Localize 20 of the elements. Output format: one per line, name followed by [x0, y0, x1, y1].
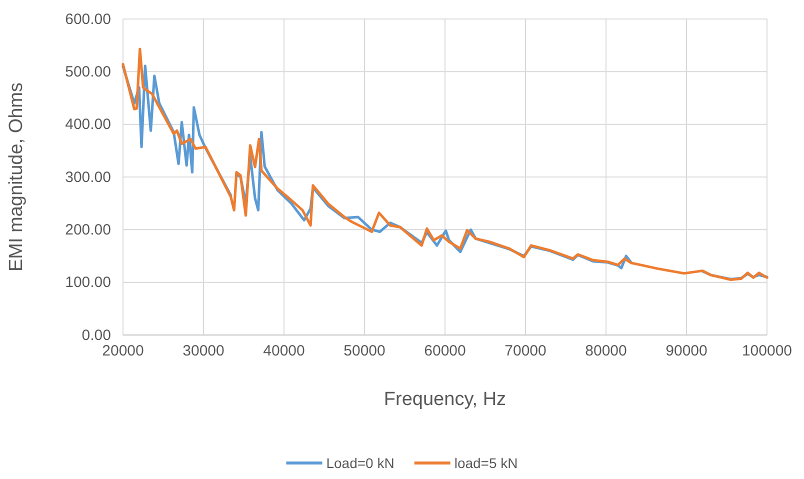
y-tick-label: 600.00: [65, 10, 111, 28]
y-tick-label: 300.00: [65, 168, 111, 186]
y-tick-label: 0.00: [82, 326, 111, 344]
y-axis-title: EMI magnitude, Ohms: [6, 82, 27, 272]
x-tick-label: 20000: [102, 342, 144, 360]
x-tick-label: 60000: [424, 342, 466, 360]
x-tick-label: 90000: [666, 342, 708, 360]
y-tick-label: 500.00: [65, 63, 111, 80]
x-tick-label: 70000: [504, 342, 546, 360]
y-tick-label: 200.00: [65, 221, 111, 238]
x-tick-label: 80000: [585, 342, 627, 360]
legend-label: load=5 kN: [454, 455, 518, 471]
x-tick-label: 50000: [344, 342, 386, 360]
legend-label: Load=0 kN: [326, 455, 394, 471]
y-tick-label: 400.00: [65, 116, 111, 134]
x-tick-label: 100000: [742, 342, 792, 360]
x-tick-label: 30000: [182, 342, 224, 360]
x-tick-label: 40000: [263, 342, 305, 360]
y-tick-label: 100.00: [65, 274, 111, 292]
x-axis-title: Frequency, Hz: [384, 389, 506, 410]
